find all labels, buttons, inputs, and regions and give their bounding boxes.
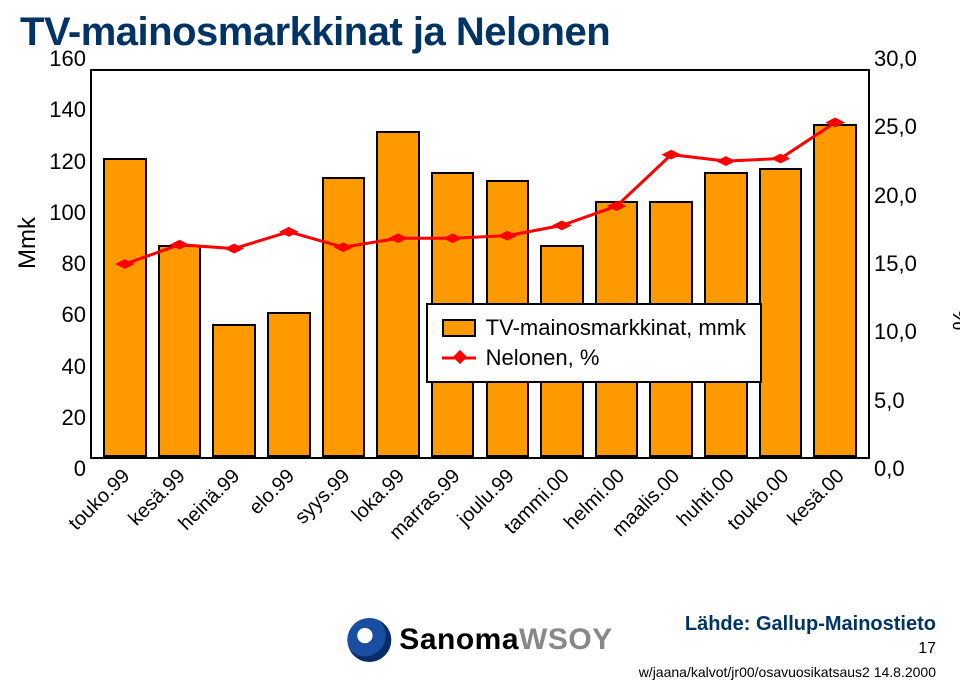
legend-item-line: Nelonen, % (442, 343, 746, 373)
chart: Mmk % TV-mainosmarkkinat, mmk (20, 69, 940, 549)
y-right-tick: 0,0 (874, 456, 905, 482)
y-right-tick: 10,0 (874, 319, 917, 345)
legend-swatch-line (442, 348, 476, 368)
logo-text: SanomaWSOY (399, 623, 612, 657)
legend: TV-mainosmarkkinat, mmk Nelonen, % (426, 303, 762, 383)
y-right-tick: 25,0 (874, 114, 917, 140)
plot-area: TV-mainosmarkkinat, mmk Nelonen, % 02040… (90, 69, 870, 459)
y-left-tick: 160 (49, 46, 86, 72)
y-left-tick: 40 (62, 354, 86, 380)
slide: TV-mainosmarkkinat ja Nelonen Mmk % TV-m… (0, 0, 960, 692)
line-layer (92, 71, 868, 457)
legend-label-line: Nelonen, % (486, 345, 600, 371)
y-left-tick: 0 (74, 456, 86, 482)
y-left-label: Mmk (14, 217, 42, 269)
page-title: TV-mainosmarkkinat ja Nelonen (20, 10, 940, 55)
line-marker (497, 231, 517, 241)
y-left-tick: 60 (62, 302, 86, 328)
page-number: 17 (918, 640, 936, 658)
x-axis: touko.99kesä.99heinä.99elo.99syys.99loka… (90, 459, 870, 549)
y-left-tick: 80 (62, 251, 86, 277)
y-right-ticks: 0,05,010,015,020,025,030,0 (874, 59, 928, 469)
line-marker (661, 150, 681, 160)
y-left-ticks: 020406080100120140160 (42, 59, 86, 469)
legend-item-bars: TV-mainosmarkkinat, mmk (442, 313, 746, 343)
y-right-tick: 15,0 (874, 251, 917, 277)
logo-icon (347, 618, 391, 662)
y-right-tick: 5,0 (874, 388, 905, 414)
legend-swatch-bar (442, 319, 476, 337)
y-right-tick: 20,0 (874, 183, 917, 209)
source-label: Lähde: Gallup-Mainostieto (685, 613, 936, 636)
line-marker (716, 156, 736, 166)
y-left-tick: 140 (49, 97, 86, 123)
legend-label-bars: TV-mainosmarkkinat, mmk (486, 315, 746, 341)
y-left-tick: 20 (62, 405, 86, 431)
line-marker (443, 233, 463, 243)
line-marker (388, 233, 408, 243)
y-left-tick: 120 (49, 149, 86, 175)
footer-path: w/jaana/kalvot/jr00/osavuosikatsaus2 14.… (639, 664, 936, 680)
y-left-tick: 100 (49, 200, 86, 226)
logo-text-a: Sanoma (399, 623, 519, 656)
y-right-tick: 30,0 (874, 46, 917, 72)
plot-box: TV-mainosmarkkinat, mmk Nelonen, % (90, 69, 870, 459)
logo: SanomaWSOY (347, 618, 612, 662)
logo-text-b: WSOY (519, 623, 613, 656)
y-right-label: % (948, 309, 960, 330)
